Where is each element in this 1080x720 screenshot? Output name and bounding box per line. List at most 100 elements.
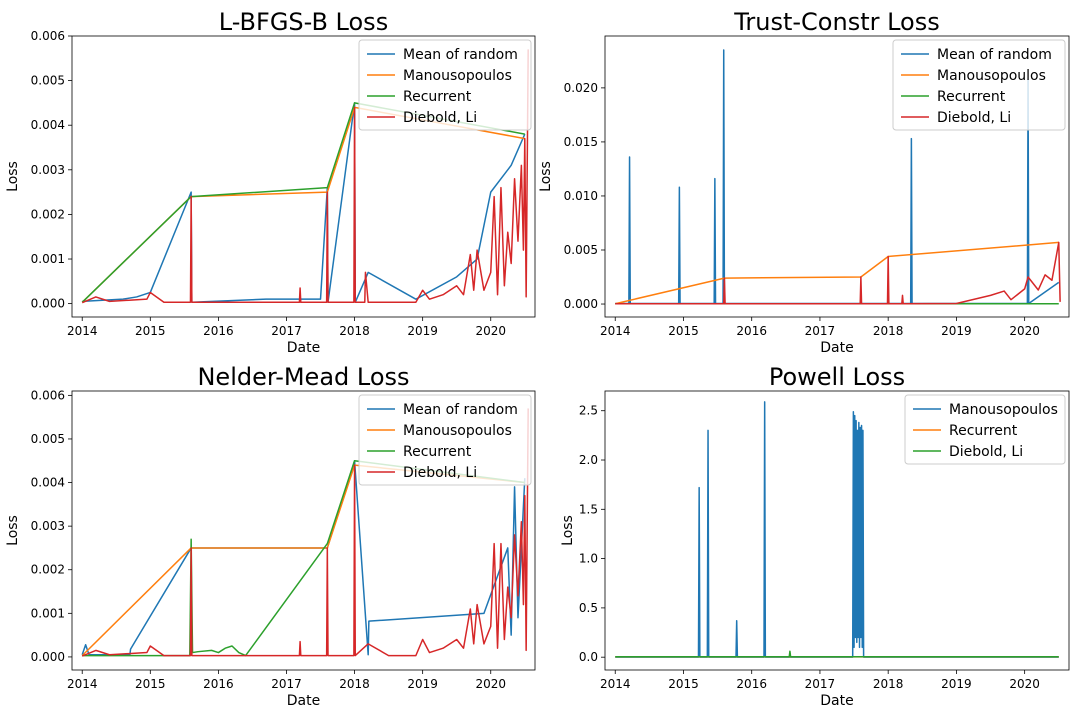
y-tick-label: 1.0 [579, 552, 598, 566]
y-tick-label: 0.004 [31, 118, 65, 132]
x-tick-label: 2020 [475, 324, 506, 338]
x-tick-label: 2014 [600, 324, 631, 338]
series-line-3 [81, 102, 525, 303]
series-line-1 [81, 460, 526, 656]
legend-label: Mean of random [937, 47, 1052, 63]
x-tick-label: 2015 [668, 677, 699, 691]
y-tick-label: 0.005 [564, 243, 598, 257]
x-tick-label: 2020 [1009, 677, 1040, 691]
legend: Mean of random Manousopoulos Recurrent Dieb… [358, 39, 532, 131]
y-tick-label: 0.002 [31, 207, 65, 221]
y-tick-label: 0.000 [31, 297, 65, 311]
series-line-4 [615, 241, 1061, 305]
x-tick-label: 2016 [736, 677, 767, 691]
y-tick-label: 0.003 [31, 519, 65, 533]
x-tick-label: 2014 [67, 677, 98, 691]
legend: Mean of random Manousopoulos Recurrent Dieb… [892, 39, 1066, 131]
y-tick-label: 0.004 [31, 476, 65, 490]
legend-label: Manousopoulos [949, 402, 1058, 418]
y-tick-label: 1.5 [579, 502, 598, 516]
series-line-1 [615, 401, 1059, 658]
legend: Manousopoulos Recurrent Diebold, Li [904, 394, 1066, 465]
y-tick-label: 0.000 [31, 650, 65, 664]
legend-label: Manousopoulos [937, 68, 1046, 84]
x-tick-label: 2014 [600, 677, 631, 691]
x-tick-label: 2016 [203, 677, 234, 691]
y-tick-label: 0.000 [564, 297, 598, 311]
y-tick-label: 0.5 [579, 601, 598, 615]
legend-label: Manousopoulos [403, 423, 512, 439]
axes-frame [71, 390, 536, 671]
x-tick-label: 2019 [407, 677, 438, 691]
x-tick-label: 2018 [873, 677, 904, 691]
chart-title: Trust-Constr Loss [733, 8, 940, 36]
y-tick-label: 0.002 [31, 563, 65, 577]
y-tick-label: 0.006 [31, 29, 65, 43]
axes-frame [71, 35, 536, 318]
axes-frame [604, 390, 1070, 671]
x-tick-label: 2016 [203, 324, 234, 338]
y-axis-label: Loss [560, 515, 576, 546]
x-axis-label: Date [287, 340, 320, 356]
chart-title: L-BFGS-B Loss [219, 8, 388, 36]
y-tick-label: 0.015 [564, 135, 598, 149]
series-line-1 [82, 102, 526, 304]
legend-label: Manousopoulos [403, 68, 512, 84]
series-line-2 [81, 464, 525, 657]
legend-box [358, 39, 532, 131]
chart-title: Nelder-Mead Loss [197, 363, 409, 391]
series-line-3 [615, 650, 1059, 658]
y-tick-label: 2.5 [579, 404, 598, 418]
x-tick-label: 2018 [873, 324, 904, 338]
legend: Mean of random Manousopoulos Recurrent Dieb… [358, 394, 532, 486]
x-tick-label: 2020 [1009, 324, 1040, 338]
x-tick-label: 2016 [736, 324, 767, 338]
y-axis-label: Loss [5, 161, 21, 192]
y-axis-label: Loss [538, 161, 554, 192]
x-axis-label: Date [287, 693, 320, 709]
series-line-4 [81, 408, 529, 657]
y-tick-label: 0.005 [31, 74, 65, 88]
x-axis-label: Date [820, 693, 853, 709]
x-tick-label: 2015 [135, 677, 166, 691]
subplot-3: Nelder-Mead Loss 2014 2015 2016 2017 2018 2019… [5, 363, 536, 709]
x-tick-label: 2017 [805, 677, 836, 691]
y-tick-label: 0.010 [564, 189, 598, 203]
y-tick-label: 0.001 [31, 606, 65, 620]
series-group [615, 49, 1061, 305]
y-tick-label: 0.003 [31, 163, 65, 177]
legend-box [358, 394, 532, 486]
legend-label: Recurrent [403, 89, 472, 105]
y-tick-label: 0.006 [31, 388, 65, 402]
x-axis-label: Date [820, 340, 853, 356]
x-tick-label: 2017 [271, 324, 302, 338]
series-line-2 [81, 106, 525, 303]
legend-box [904, 394, 1066, 465]
x-tick-label: 2018 [339, 324, 370, 338]
legend-label: Recurrent [403, 444, 472, 460]
x-tick-label: 2019 [941, 324, 972, 338]
y-tick-label: 0.001 [31, 252, 65, 266]
x-tick-label: 2019 [407, 324, 438, 338]
legend-label: Recurrent [949, 423, 1018, 439]
subplot-1: L-BFGS-B Loss 2014 2015 2016 2017 2018 2019 202… [5, 8, 536, 356]
series-line-4 [81, 49, 529, 304]
y-tick-label: 0.020 [564, 81, 598, 95]
series-group [615, 401, 1059, 658]
legend-label: Mean of random [403, 402, 518, 418]
x-tick-label: 2017 [805, 324, 836, 338]
axes-frame [604, 35, 1070, 318]
y-tick-label: 2.0 [579, 453, 598, 467]
x-tick-label: 2014 [67, 324, 98, 338]
x-tick-label: 2017 [271, 677, 302, 691]
subplot-4: Powell Loss 2014 2015 2016 2017 2018 2019 2020 0… [560, 363, 1070, 709]
legend-label: Recurrent [937, 89, 1006, 105]
x-tick-label: 2015 [135, 324, 166, 338]
legend-label: Diebold, Li [403, 465, 477, 481]
y-tick-label: 0.0 [579, 650, 598, 664]
series-line-3 [82, 460, 525, 657]
legend-label: Diebold, Li [937, 110, 1011, 126]
legend-label: Diebold, Li [949, 444, 1023, 460]
y-tick-label: 0.005 [31, 432, 65, 446]
